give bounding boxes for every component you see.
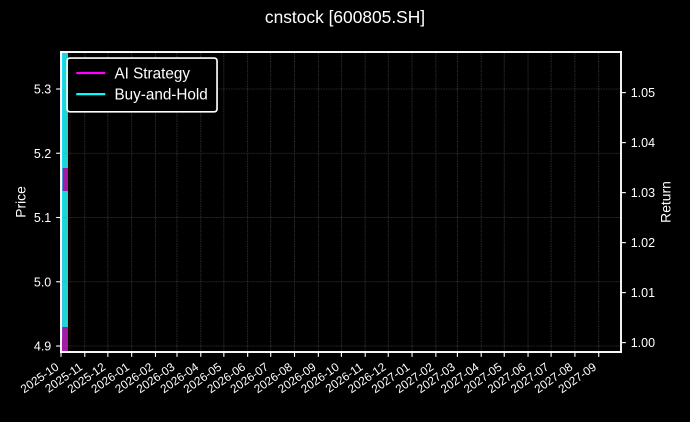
svg-text:1.03: 1.03 [631,186,655,200]
svg-text:5.0: 5.0 [34,275,51,289]
svg-text:1.01: 1.01 [631,286,655,300]
svg-text:4.9: 4.9 [34,340,51,354]
svg-text:1.00: 1.00 [631,336,655,350]
svg-text:1.05: 1.05 [631,86,655,100]
svg-text:cnstock [600805.SH]: cnstock [600805.SH] [265,7,425,27]
svg-text:5.3: 5.3 [34,83,51,97]
svg-text:Buy-and-Hold: Buy-and-Hold [114,86,207,103]
svg-text:1.02: 1.02 [631,236,655,250]
svg-text:5.2: 5.2 [34,147,51,161]
svg-text:Return: Return [658,181,674,223]
svg-text:5.1: 5.1 [34,211,51,225]
svg-text:AI Strategy: AI Strategy [114,65,190,82]
svg-text:1.04: 1.04 [631,136,655,150]
svg-text:Price: Price [12,186,28,218]
